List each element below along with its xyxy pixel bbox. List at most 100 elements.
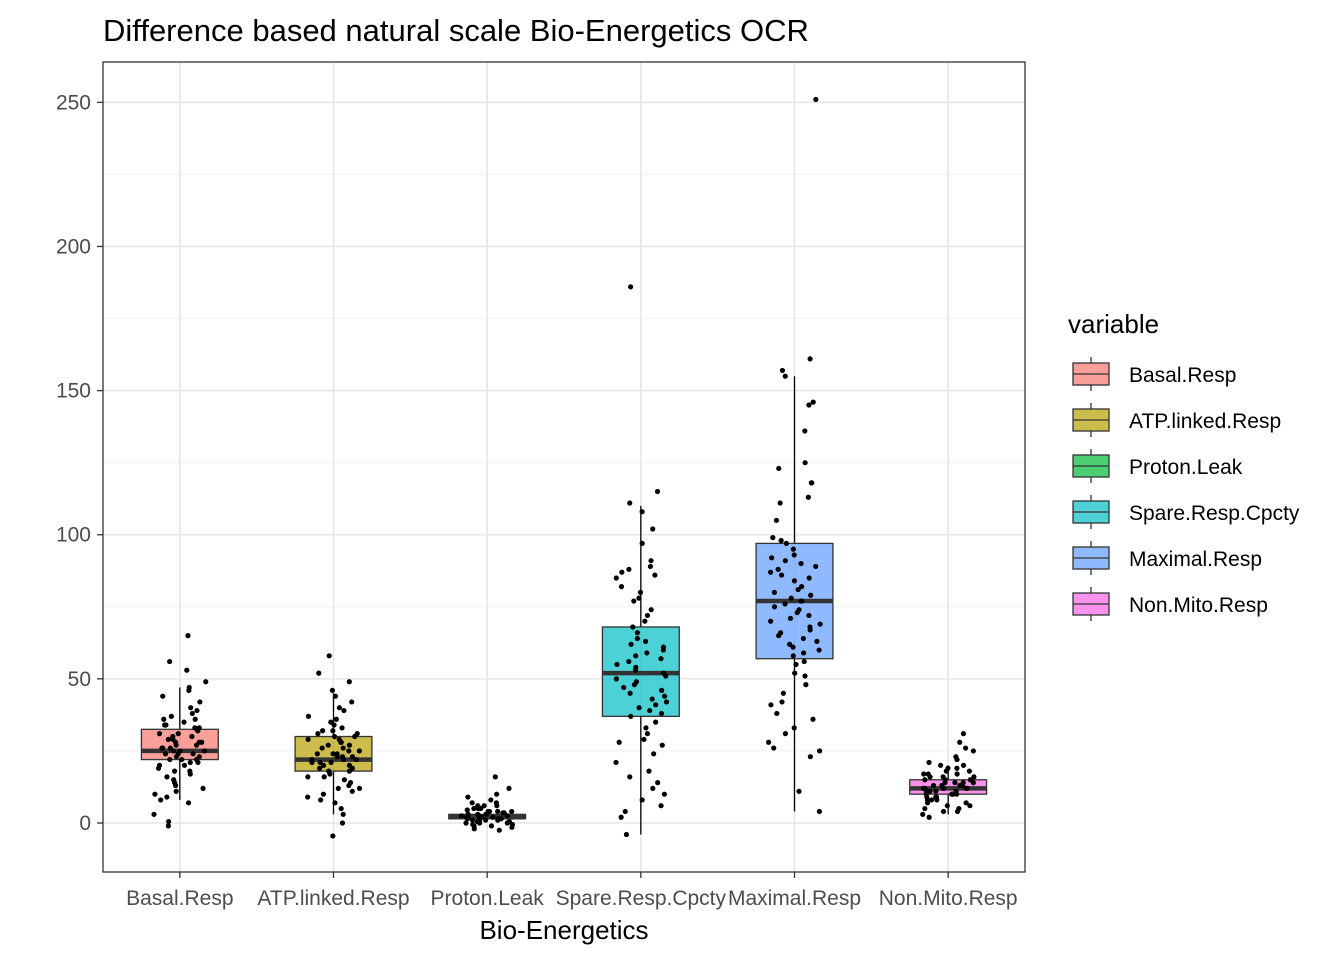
data-point [793,661,799,668]
data-point [305,794,311,800]
data-point [650,526,656,532]
data-point [967,803,973,809]
data-point [766,739,772,745]
data-point [782,731,789,737]
data-point [201,748,208,754]
data-point [647,563,654,570]
x-tick-label: ATP.linked.Resp [257,887,409,910]
data-point [326,653,332,659]
legend-label: ATP.linked.Resp [1129,410,1281,433]
data-point [952,780,958,786]
data-point [639,797,645,803]
data-point [660,647,666,653]
chart-title: Difference based natural scale Bio-Energ… [103,13,809,48]
data-point [648,607,654,613]
data-point [186,687,192,693]
data-point [325,742,331,748]
data-point [314,751,320,757]
data-point [926,759,932,766]
data-point [171,768,178,774]
data-point [152,791,158,797]
x-tick-label: Maximal.Resp [728,887,861,910]
data-point [807,754,813,760]
legend-label: Maximal.Resp [1129,548,1262,571]
data-point [658,803,664,809]
x-tick-label: Proton.Leak [431,887,545,910]
data-point [175,731,181,737]
data-point [663,673,669,679]
data-point [659,687,665,693]
data-point [813,563,819,570]
data-point [661,693,668,699]
data-point [352,733,358,740]
data-point [654,488,661,495]
data-point [941,785,947,792]
data-point [769,555,775,561]
data-point [803,682,809,688]
data-point [778,572,785,578]
data-point [349,699,355,705]
data-point [195,728,201,734]
data-point [653,702,659,708]
data-point [321,774,327,780]
y-tick-label: 50 [68,668,91,691]
data-point [159,745,165,751]
data-point [305,736,311,743]
data-point [509,824,515,830]
data-point [495,817,501,823]
x-tick-label: Basal.Resp [126,887,233,910]
data-point [802,460,808,466]
legend-label: Proton.Leak [1129,456,1243,479]
data-point [801,650,807,656]
data-point [940,808,947,815]
data-point [173,754,180,760]
data-point [623,831,630,838]
data-point [805,494,811,500]
data-point [943,768,949,774]
data-point [477,820,483,826]
data-point [933,788,939,794]
data-point [962,745,969,751]
data-point [768,618,774,624]
data-point [190,751,196,757]
legend-label: Spare.Resp.Cpcty [1129,502,1300,525]
plot-panel [103,62,1025,872]
data-point [315,731,321,737]
data-point [189,710,195,717]
data-point [488,823,495,829]
x-tick-label: Non.Mito.Resp [879,887,1018,910]
data-point [647,707,653,714]
data-point [953,791,960,797]
data-point [771,745,777,751]
data-point [808,480,814,486]
data-point [346,679,352,685]
data-point [465,794,471,800]
data-point [814,638,820,644]
data-point [160,693,166,699]
data-point [193,742,200,748]
data-point [165,736,171,743]
data-point [628,641,634,647]
data-point [469,817,476,823]
data-point [495,808,501,815]
data-point [800,635,806,642]
data-point [481,803,487,809]
data-point [613,759,619,766]
data-point [316,670,322,676]
data-point [305,774,311,780]
data-point [924,800,931,806]
data-point [944,803,950,809]
data-point [356,785,363,792]
data-point [338,805,344,812]
data-point [471,826,477,832]
data-point [162,751,169,757]
data-point [639,540,645,546]
data-point [644,612,651,619]
data-point [346,748,352,754]
data-point [949,791,955,797]
data-point [634,635,640,642]
data-point [494,803,500,809]
data-point [335,785,341,792]
y-tick-label: 150 [56,380,91,403]
data-point [782,373,788,379]
